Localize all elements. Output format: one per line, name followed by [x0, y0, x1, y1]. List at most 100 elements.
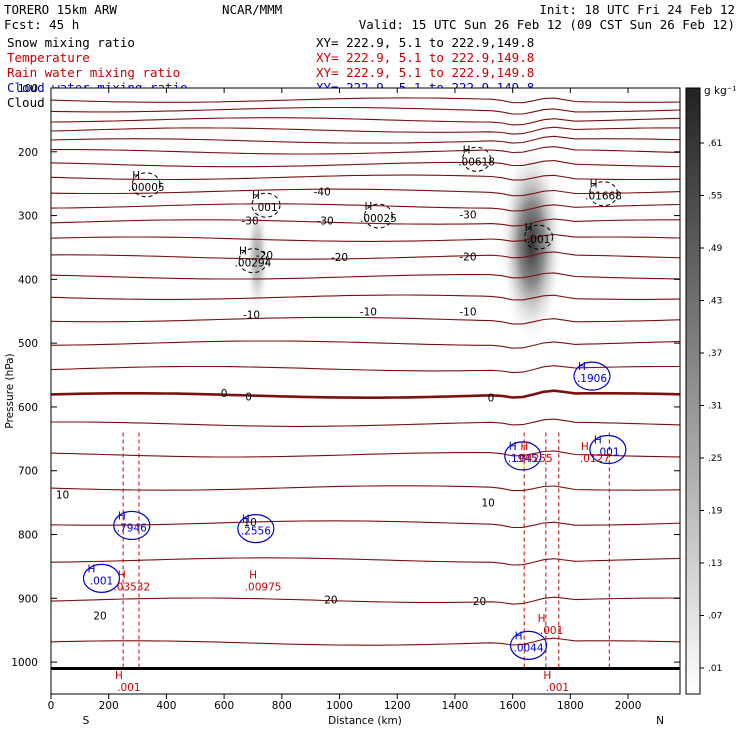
max-marker: H [249, 570, 257, 582]
cloud-water-contour [237, 514, 275, 544]
max-value: .0127 [580, 453, 610, 465]
max-value: .00975 [245, 582, 282, 594]
max-value: .2556 [241, 526, 271, 538]
snow-plume [499, 151, 564, 356]
isotherm-label: 0 [221, 388, 228, 400]
max-marker: H [239, 246, 247, 258]
ice-contour [462, 146, 492, 172]
isotherm-label: -10 [243, 309, 260, 321]
colorbar-tick-label: .13 [708, 559, 722, 569]
isotherm-label: 10 [56, 489, 69, 501]
isotherm-label: 20 [324, 595, 337, 607]
x-tick-label: 1800 [557, 700, 584, 712]
field-xy: XY= 222.9, 5.1 to 222.9,149.8 [316, 35, 534, 50]
max-marker: H [242, 514, 250, 526]
max-marker: H [578, 361, 586, 373]
model-title: TORERO 15km ARW [4, 2, 117, 17]
cloud-water-contour [82, 563, 121, 593]
y-tick-label: 400 [18, 274, 38, 286]
max-value: .04255 [516, 453, 553, 465]
isotherm-label: -30 [459, 209, 476, 221]
isotherm-label: 20 [473, 596, 486, 608]
max-marker: H [543, 670, 551, 682]
snow-shading [245, 151, 564, 356]
cloud-water-contour [504, 441, 542, 471]
max-marker: H [365, 201, 373, 213]
field-name: Temperature [7, 50, 90, 65]
max-marker: H [132, 170, 140, 182]
isotherm [50, 294, 681, 301]
isotherm [50, 450, 681, 458]
max-value: .001 [527, 234, 550, 246]
isotherm [50, 203, 681, 212]
max-value: .03532 [113, 582, 150, 594]
max-marker: H [525, 222, 533, 234]
field-xy: XY= 222.9, 5.1 to 222.9,149.8 [316, 50, 534, 65]
isotherm-label: -30 [242, 216, 259, 228]
max-marker: H [515, 630, 523, 642]
isotherm [50, 520, 681, 529]
max-value: .00025 [360, 213, 397, 225]
hydrometeor-contours [82, 146, 627, 669]
max-value: .001 [546, 682, 569, 694]
colorbar: g kg⁻¹ .61 .55 .49 .43 .37 .31 .25 .19 .13 .07 .01 [685, 85, 737, 695]
max-marker: H [118, 570, 126, 582]
isotherm [50, 485, 681, 492]
max-value: .00294 [235, 258, 272, 270]
isotherm [50, 160, 681, 168]
isotherm-label: -10 [360, 306, 377, 318]
isotherm [50, 174, 681, 181]
max-value: .1945 [508, 453, 538, 465]
x-tick-label: 1400 [442, 700, 469, 712]
colorbar-tick-label: .25 [708, 454, 722, 464]
field-name: Rain water mixing ratio [7, 65, 180, 80]
forecast-hour: Fcst: 45 h [4, 17, 79, 32]
x-tick-label: 800 [272, 700, 292, 712]
max-value: .00005 [128, 182, 165, 194]
colorbar-tick-label: .49 [708, 244, 723, 254]
y-tick-label: 800 [18, 530, 38, 542]
y-tick-label: 900 [18, 593, 38, 605]
colorbar-tick-label: .37 [708, 349, 722, 359]
x-tick-label: 1000 [326, 700, 353, 712]
isotherm [50, 596, 681, 605]
colorbar-tick-label: .07 [708, 612, 722, 622]
colorbar-tick-label: .43 [708, 297, 722, 307]
isotherm-label: -20 [256, 250, 273, 262]
x-tick-label: 2000 [615, 700, 642, 712]
max-value: .0044 [513, 642, 543, 654]
isotherm [50, 106, 681, 115]
ice-contour [589, 181, 619, 207]
isotherm [50, 117, 681, 126]
isotherm-label: 0 [488, 392, 495, 404]
isotherm [50, 340, 681, 349]
max-value: .01668 [585, 191, 622, 203]
max-value: .001 [540, 625, 563, 637]
x-tick-label: 1600 [499, 700, 526, 712]
x-tick-label: 400 [156, 700, 176, 712]
field-name: Snow mixing ratio [7, 35, 135, 50]
max-value: .001 [117, 682, 140, 694]
isotherm [50, 365, 680, 374]
x-tick-label: 1200 [384, 700, 411, 712]
x-tick-label: 600 [214, 700, 234, 712]
cloud-water-contour [589, 434, 627, 465]
init-time: Init: 18 UTC Fri 24 Feb 12 [539, 2, 735, 17]
temperature-isotherms [50, 97, 681, 646]
max-value: .1906 [577, 373, 607, 385]
ice-contour [524, 224, 554, 250]
cloud-water-contour [573, 361, 611, 391]
isotherm [50, 135, 681, 144]
y-tick-label: 700 [18, 466, 38, 478]
isotherm [50, 233, 681, 242]
snow-plume [245, 202, 270, 325]
isotherm [50, 272, 681, 280]
max-value: .001 [596, 447, 619, 459]
max-marker: H [520, 441, 528, 453]
y-tick-label-top: 100 [18, 83, 38, 95]
max-marker: H [581, 441, 589, 453]
isotherm-label: -10 [459, 306, 476, 318]
x-axis-label: Distance (km) [328, 715, 402, 727]
isotherm [50, 126, 680, 135]
